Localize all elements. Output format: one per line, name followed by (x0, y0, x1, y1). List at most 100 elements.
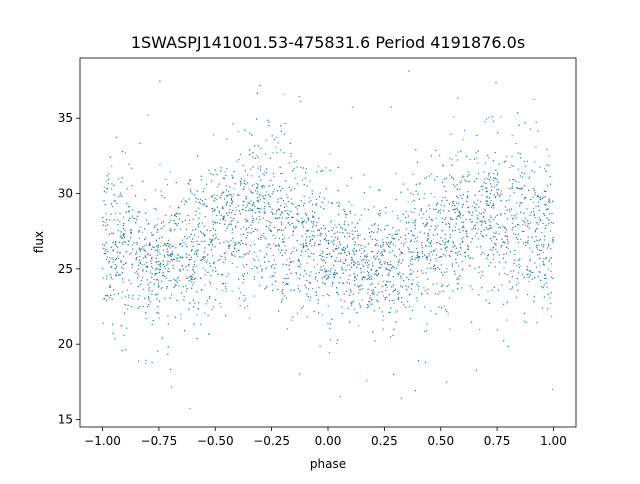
data-point (205, 183, 208, 185)
data-point (123, 228, 125, 230)
data-point (523, 160, 526, 162)
data-point (224, 282, 227, 284)
data-point (297, 212, 299, 214)
data-point (291, 319, 293, 321)
data-point (167, 315, 169, 317)
data-point (514, 226, 516, 228)
data-point (345, 269, 347, 271)
data-point (290, 210, 292, 213)
data-point (136, 219, 138, 221)
data-point (136, 243, 139, 246)
data-point (478, 206, 480, 208)
data-point (525, 244, 527, 246)
data-point (353, 279, 355, 281)
data-point (544, 274, 546, 276)
data-point (386, 244, 388, 246)
data-point (421, 217, 423, 219)
data-point (496, 174, 498, 176)
data-point (502, 303, 505, 305)
data-point (109, 273, 111, 276)
data-point (475, 152, 477, 154)
data-point (128, 294, 130, 296)
scatter-points (101, 70, 554, 410)
data-point (342, 282, 344, 284)
data-point (370, 275, 372, 277)
data-point (518, 259, 520, 261)
data-point (185, 244, 187, 246)
data-point (344, 250, 346, 252)
data-point (300, 250, 303, 252)
data-point (178, 260, 180, 262)
data-point (422, 272, 424, 274)
data-point (364, 238, 366, 240)
data-point (210, 196, 213, 198)
data-point (242, 204, 244, 206)
data-point (204, 234, 206, 236)
data-point (435, 248, 437, 250)
data-point (169, 254, 172, 256)
data-point (528, 189, 530, 191)
data-point (512, 185, 514, 188)
data-point (543, 196, 545, 198)
data-point (196, 252, 198, 254)
data-point (386, 261, 389, 264)
data-point (156, 311, 158, 314)
data-point (204, 274, 206, 276)
data-point (511, 288, 513, 290)
data-point (326, 278, 328, 280)
data-point (147, 253, 149, 255)
data-point (246, 252, 248, 254)
data-point (453, 116, 455, 118)
data-point (237, 242, 240, 244)
data-point (401, 301, 403, 303)
data-point (366, 270, 369, 272)
data-point (423, 197, 425, 199)
data-point (430, 155, 432, 157)
data-point (541, 197, 544, 199)
data-point (421, 270, 423, 272)
data-point (110, 276, 112, 278)
data-point (525, 321, 527, 323)
data-point (306, 279, 308, 282)
data-point (135, 258, 137, 260)
data-point (274, 259, 276, 261)
data-point (157, 283, 159, 285)
data-point (490, 206, 493, 208)
data-point (323, 259, 325, 261)
data-point (263, 232, 265, 235)
data-point (302, 243, 304, 245)
data-point (495, 232, 497, 235)
data-point (170, 258, 173, 260)
data-point (440, 212, 442, 214)
data-point (278, 243, 280, 245)
data-point (283, 237, 286, 239)
data-point (303, 245, 305, 247)
data-point (546, 208, 549, 210)
data-point (371, 231, 373, 233)
data-point (248, 188, 250, 190)
data-point (349, 264, 351, 266)
data-point (374, 244, 377, 247)
data-point (534, 216, 536, 219)
data-point (197, 243, 199, 245)
data-point (376, 294, 378, 296)
data-point (459, 231, 461, 233)
data-point (337, 294, 340, 296)
data-point (253, 230, 255, 232)
data-point (247, 174, 249, 176)
data-point (305, 245, 307, 247)
data-point (407, 300, 409, 302)
data-point (537, 223, 539, 225)
data-point (529, 270, 532, 272)
data-point (281, 212, 283, 214)
data-point (333, 244, 335, 246)
data-point (286, 328, 289, 330)
data-point (381, 291, 383, 293)
data-point (174, 285, 176, 288)
data-point (257, 145, 260, 147)
data-point (351, 258, 353, 260)
data-point (412, 173, 414, 176)
data-point (372, 256, 375, 258)
data-point (215, 288, 217, 290)
